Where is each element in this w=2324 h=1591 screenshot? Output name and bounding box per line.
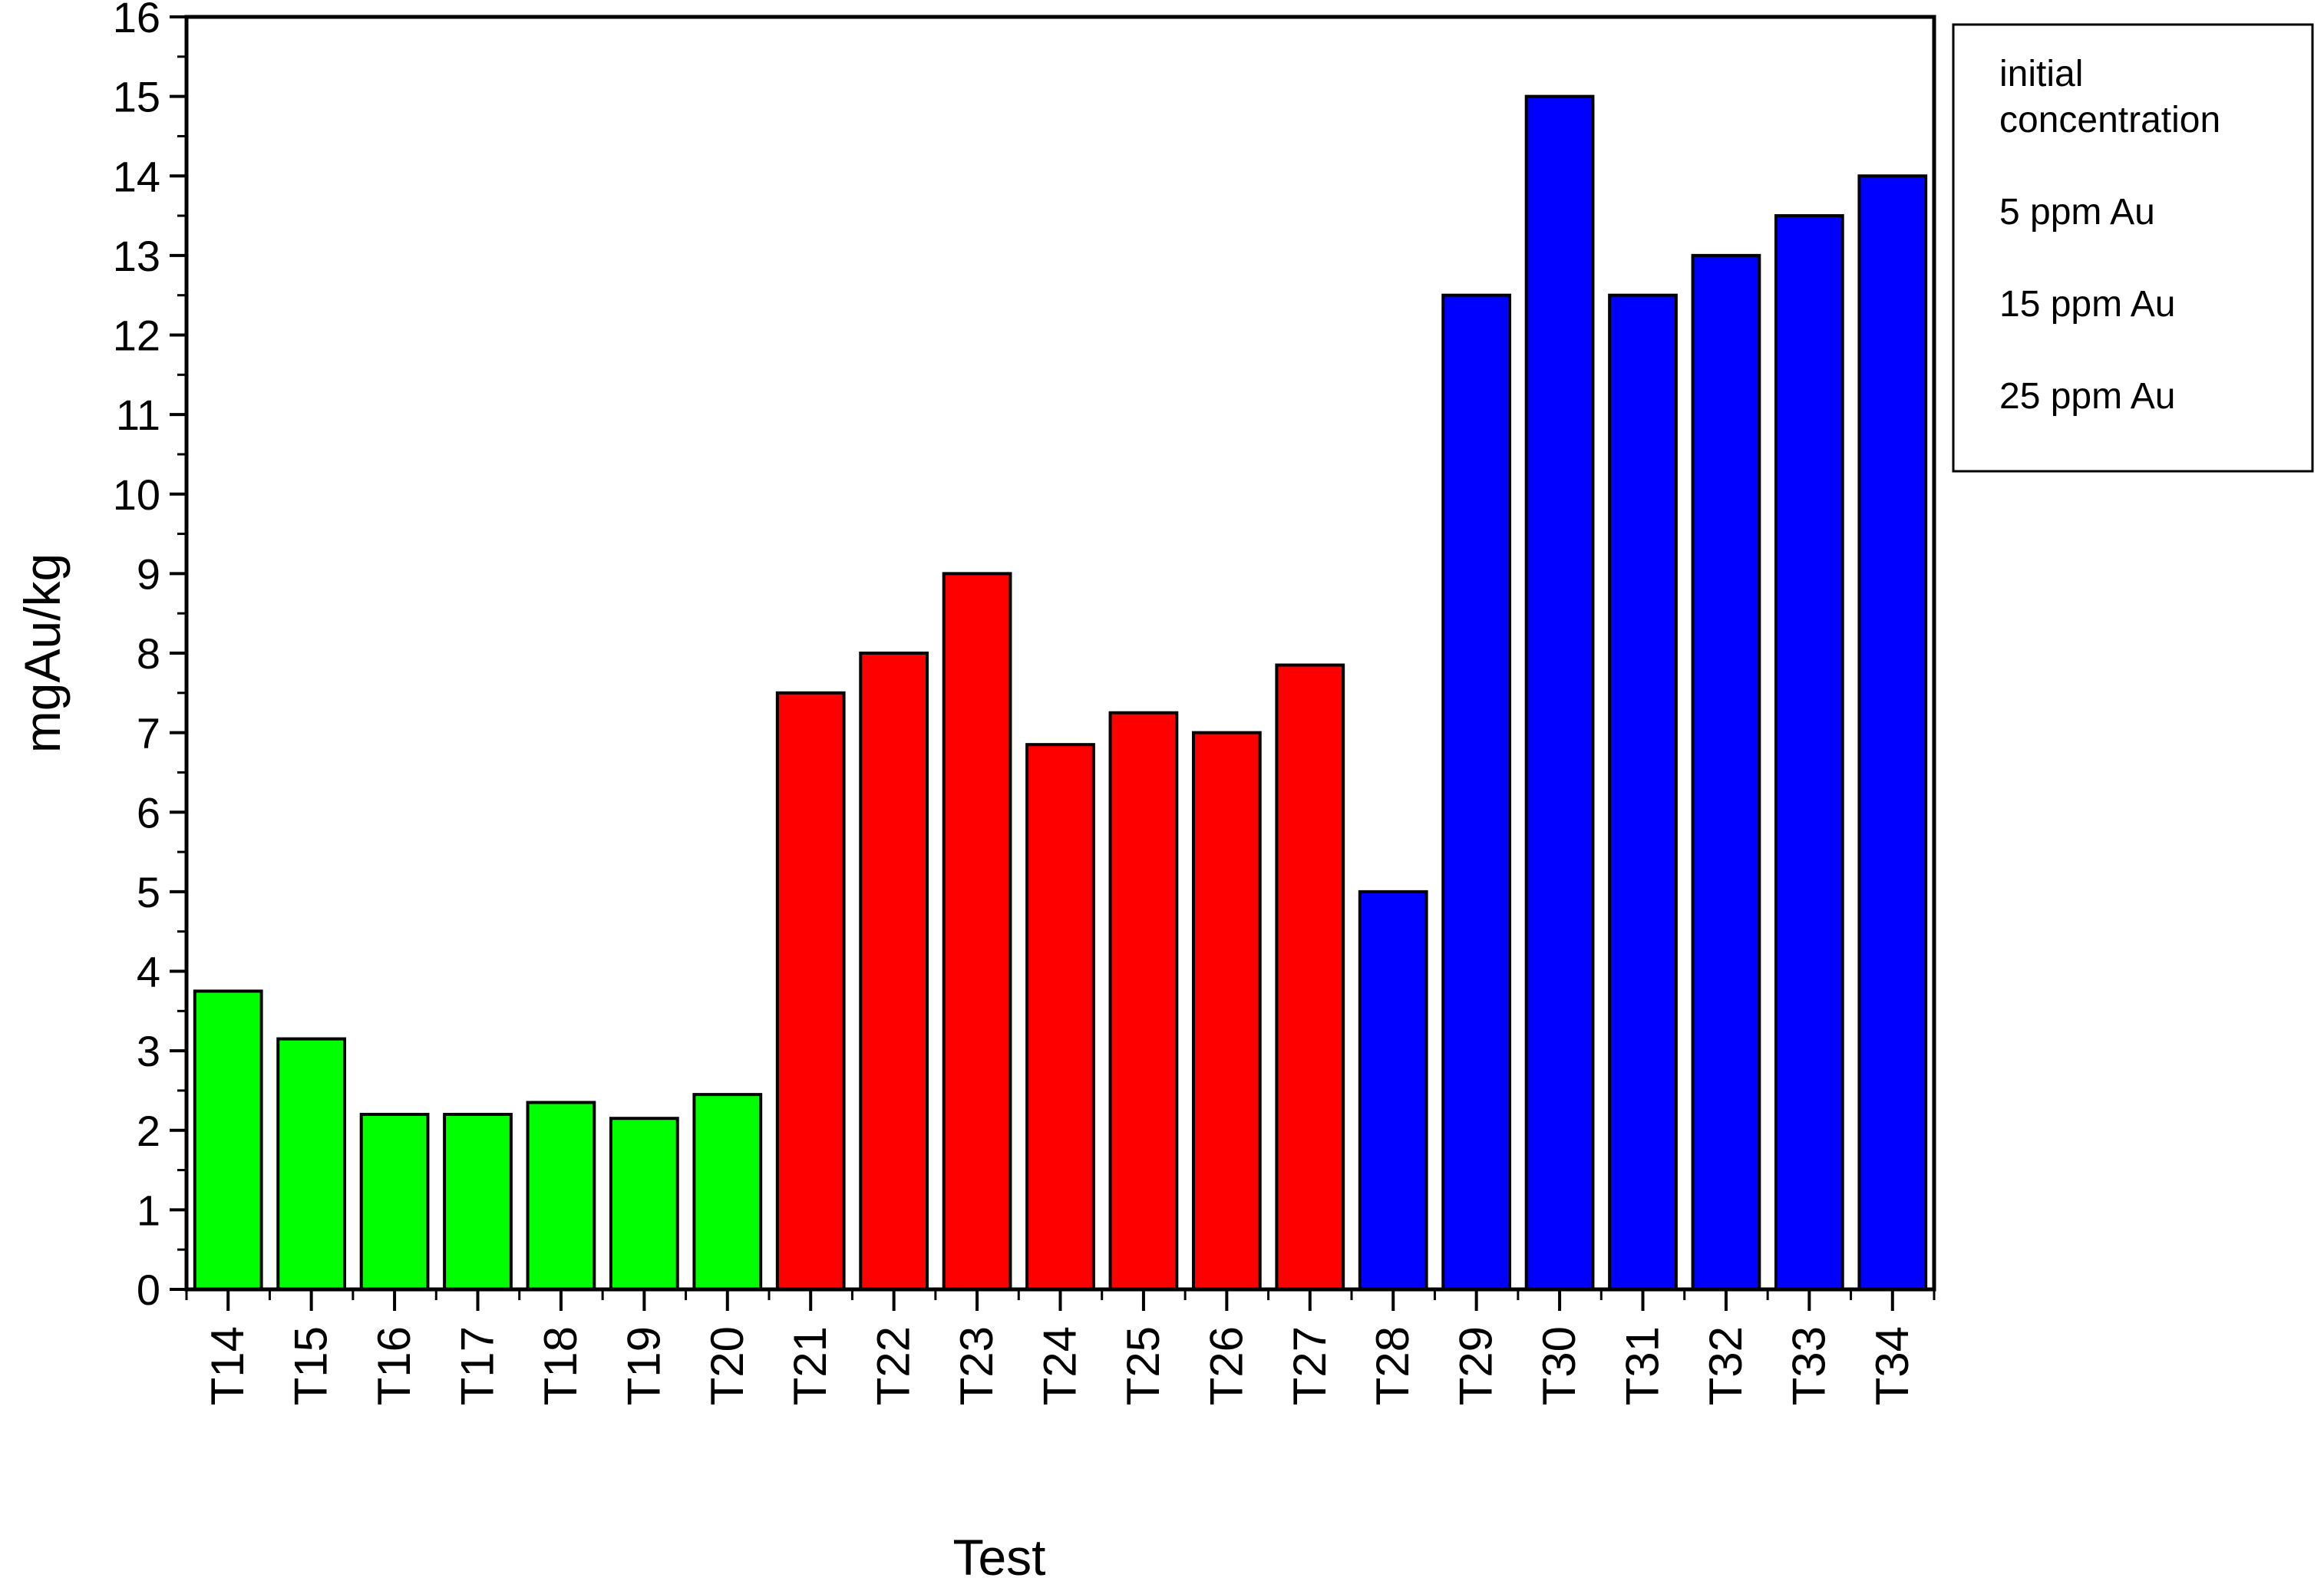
bar-t25 [1108, 711, 1179, 1291]
x-axis-label: Test [952, 1529, 1045, 1586]
x-tick-label-t34: T34 [1867, 1326, 1918, 1405]
bar-t28 [1358, 890, 1428, 1291]
bar-t30 [1524, 94, 1595, 1291]
y-tick-label: 4 [137, 948, 160, 996]
x-tick-label-t14: T14 [202, 1326, 253, 1405]
x-tick-label-t32: T32 [1700, 1326, 1751, 1405]
bar-t17 [443, 1113, 513, 1292]
x-tick-label-t24: T24 [1035, 1326, 1086, 1405]
x-tick-label-t21: T21 [784, 1326, 836, 1405]
x-tick-label-t25: T25 [1117, 1326, 1169, 1405]
bar-t33 [1774, 214, 1844, 1291]
x-tick-label-t33: T33 [1783, 1326, 1834, 1405]
x-tick-label-t19: T19 [618, 1326, 669, 1405]
y-tick-label: 16 [113, 0, 160, 41]
legend-title-line-1: initial [1999, 54, 2083, 94]
y-tick-label: 7 [137, 709, 160, 758]
legend-title-line-2: concentration [1999, 100, 2220, 140]
y-tick-label: 12 [113, 312, 160, 360]
legend-entry-15ppm: 15 ppm Au [1999, 284, 2176, 325]
y-tick-label: 8 [137, 629, 160, 678]
x-tick-label-t16: T16 [368, 1326, 420, 1405]
bar-t18 [526, 1101, 596, 1291]
bar-t27 [1275, 663, 1345, 1291]
y-tick-label: 10 [113, 470, 160, 519]
x-tick-label-t15: T15 [286, 1326, 337, 1405]
bars-layer [193, 94, 1928, 1292]
bar-t16 [359, 1113, 430, 1292]
bar-t19 [609, 1117, 679, 1292]
bar-t34 [1857, 174, 1928, 1291]
x-tick-label-t20: T20 [701, 1326, 753, 1405]
x-tick-label-t23: T23 [951, 1326, 1002, 1405]
bar-t20 [692, 1093, 763, 1292]
bar-t32 [1691, 253, 1761, 1291]
y-tick-label: 11 [116, 391, 160, 439]
x-tick-label-t29: T29 [1451, 1326, 1502, 1405]
y-tick-label: 0 [137, 1266, 160, 1314]
y-tick-label: 5 [137, 868, 160, 916]
y-tick-label: 3 [137, 1027, 160, 1075]
bar-t15 [276, 1037, 347, 1292]
y-tick-label: 9 [137, 550, 160, 598]
legend-box [1952, 23, 2314, 473]
bar-t21 [775, 691, 846, 1291]
x-tick-label-t27: T27 [1284, 1326, 1335, 1405]
legend: initial concentration 5 ppm Au 15 ppm Au… [1952, 23, 2314, 473]
y-tick-label: 14 [113, 152, 160, 200]
bar-t31 [1608, 293, 1678, 1291]
x-axis: T14 T15 T16 T17 T18 T19 T20 T21 T22 T23 T24 T25 T26 T… [185, 1289, 1936, 1405]
bar-t26 [1191, 731, 1262, 1291]
x-tick-label-t18: T18 [535, 1326, 586, 1405]
x-tick-label-t31: T31 [1617, 1326, 1669, 1405]
bar-t22 [859, 652, 929, 1291]
y-tick-label: 13 [113, 232, 160, 280]
bar-t24 [1025, 743, 1095, 1291]
x-tick-label-t28: T28 [1367, 1326, 1418, 1405]
legend-entry-25ppm: 25 ppm Au [1999, 376, 2176, 417]
bar-t29 [1441, 293, 1512, 1291]
plot-frame [184, 15, 1936, 1292]
y-tick-label: 6 [137, 788, 160, 837]
bar-t14 [193, 989, 263, 1291]
y-tick-label: 15 [113, 73, 160, 121]
x-tick-label-t26: T26 [1200, 1326, 1252, 1405]
bar-t23 [942, 572, 1012, 1291]
x-tick-label-t30: T30 [1533, 1326, 1585, 1405]
legend-entry-5ppm: 5 ppm Au [1999, 192, 2155, 233]
x-tick-label-t17: T17 [452, 1326, 503, 1405]
y-axis-label: mgAu/kg [14, 553, 71, 753]
x-tick-label-t22: T22 [868, 1326, 919, 1405]
y-tick-label: 1 [137, 1186, 160, 1234]
y-tick-label: 2 [137, 1107, 160, 1155]
